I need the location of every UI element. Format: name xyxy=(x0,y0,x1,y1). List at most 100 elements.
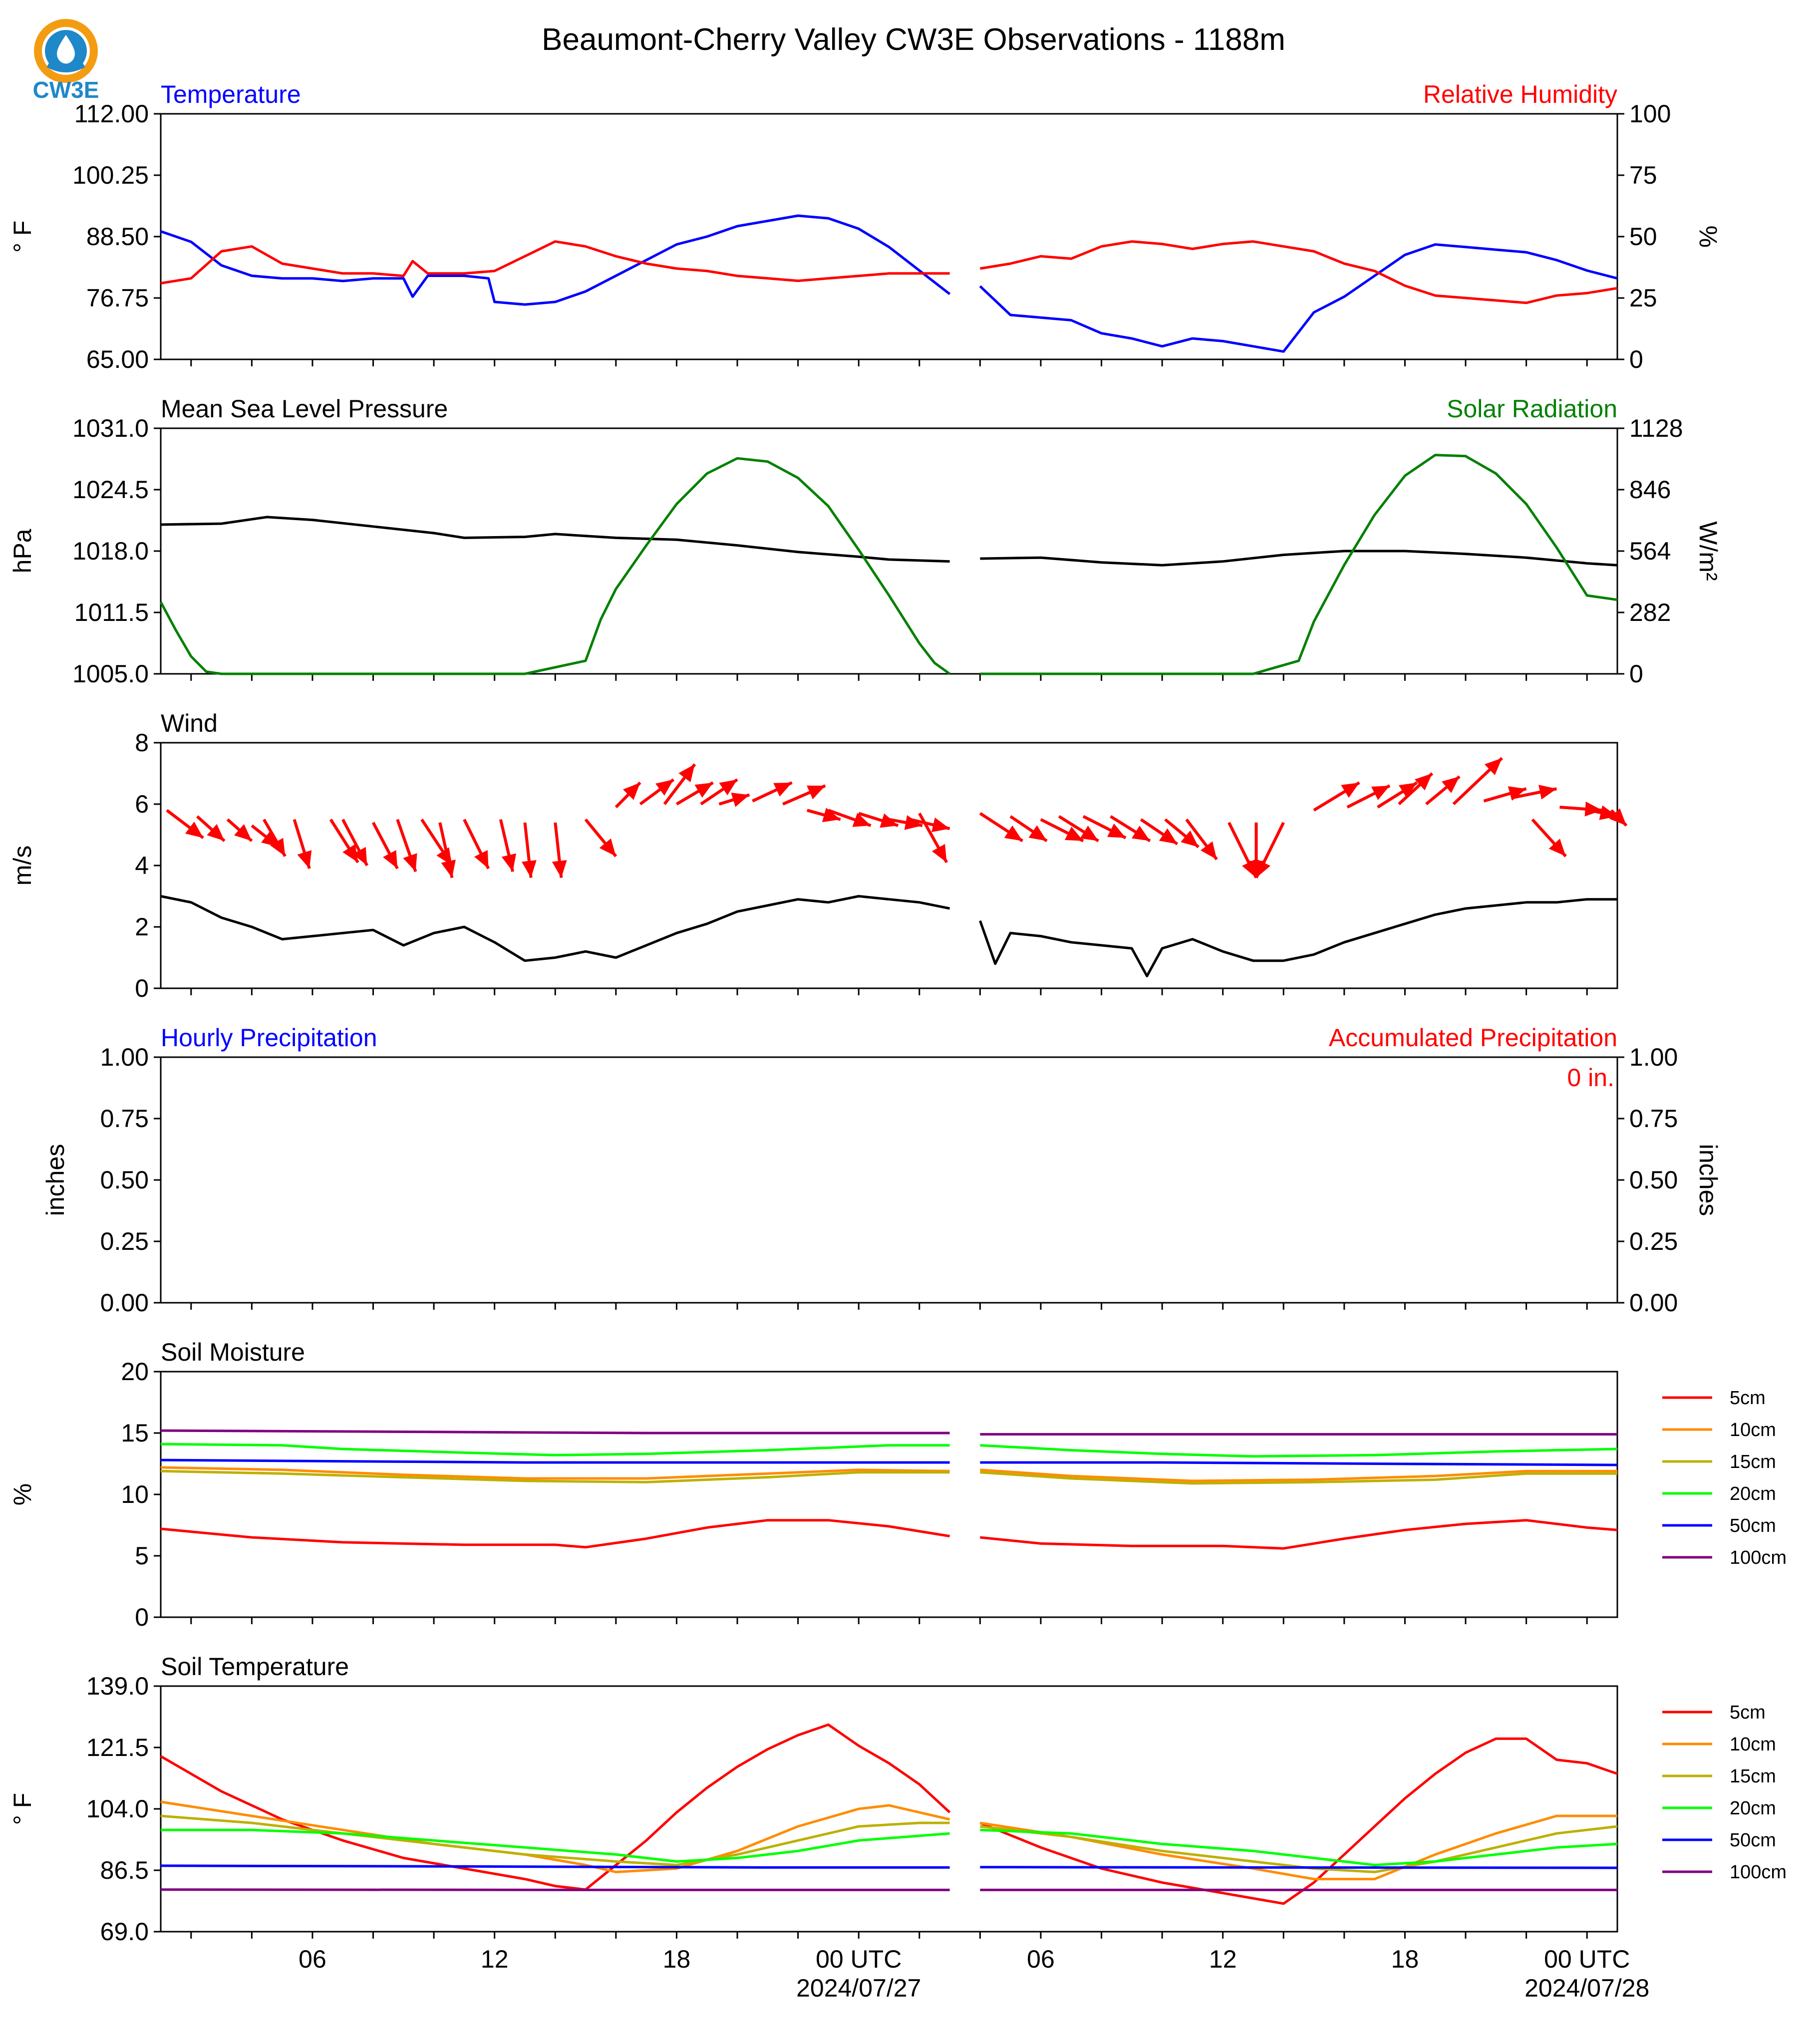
y-axis-label-right: % xyxy=(1694,226,1722,248)
wind-arrow-head xyxy=(185,822,204,838)
series-line xyxy=(160,1466,950,1480)
y-axis-label: ° F xyxy=(8,221,36,253)
series-100cm xyxy=(160,1429,1617,1436)
wind-arrow-head xyxy=(474,850,489,869)
y-tick-label: 0.50 xyxy=(100,1166,149,1194)
wind-arrow-head xyxy=(1107,823,1126,838)
series-line xyxy=(979,240,1618,304)
wind-arrow-head xyxy=(1256,859,1271,878)
precip-total-annotation: 0 in. xyxy=(1567,1064,1614,1092)
y-tick-label: 86.5 xyxy=(100,1856,149,1884)
panel-title-left: Soil Temperature xyxy=(161,1653,349,1681)
y-tick-label: 104.0 xyxy=(86,1795,149,1823)
wind-arrow-head xyxy=(403,853,417,872)
wind-arrow-head xyxy=(599,838,616,857)
wind-arrow-head xyxy=(552,860,567,878)
legend-label: 10cm xyxy=(1730,1420,1776,1441)
wind-arrow-head xyxy=(352,847,367,866)
panel-title-right: Relative Humidity xyxy=(1423,80,1617,108)
wind-arrow-head xyxy=(852,813,871,827)
y-tick-label: 139.0 xyxy=(86,1672,149,1700)
y-tick-label: 1011.5 xyxy=(74,598,149,626)
wind-arrow-head xyxy=(501,853,517,872)
logo-text: CW3E xyxy=(33,77,99,103)
wind-arrow-head xyxy=(694,782,713,798)
wind-arrow-head xyxy=(270,838,286,857)
series-line xyxy=(980,454,1618,675)
legend-label: 5cm xyxy=(1730,1702,1766,1723)
wind-arrow-head xyxy=(234,824,252,841)
wind-arrow-head xyxy=(773,782,792,797)
wind-arrow-head xyxy=(1485,758,1502,776)
y-tick-label-right: 100 xyxy=(1629,100,1671,128)
wind-arrow-head xyxy=(297,850,312,869)
series-20cm xyxy=(160,1443,1618,1458)
series-line xyxy=(160,1814,950,1866)
y-tick-label-right: 282 xyxy=(1629,598,1671,626)
y-tick-label-right: 0 xyxy=(1629,660,1643,688)
series-line xyxy=(980,1461,1618,1466)
y-tick-label-right: 1128 xyxy=(1629,414,1683,442)
y-tick-label: 15 xyxy=(121,1419,149,1447)
panel-title-right: Solar Radiation xyxy=(1447,395,1617,423)
series-line xyxy=(159,457,951,675)
y-tick-label-right: 0.50 xyxy=(1629,1166,1678,1194)
wind-arrow-head xyxy=(731,793,750,807)
panel-pressure-solar: Mean Sea Level Pressure Solar Radiation 10… xyxy=(8,395,1722,688)
series-10cm xyxy=(160,1466,1617,1482)
series-line xyxy=(980,1866,1618,1869)
wind-arrow-head xyxy=(1181,830,1199,848)
series-line xyxy=(979,243,1618,353)
plot-frame xyxy=(160,1685,1618,1933)
series-line xyxy=(160,1469,950,1483)
y-axis-label-right: inches xyxy=(1694,1144,1722,1216)
series-50cm xyxy=(160,1458,1618,1466)
y-tick-label: 65.00 xyxy=(86,345,149,373)
legend-label: 10cm xyxy=(1730,1734,1776,1755)
y-tick-label-right: 75 xyxy=(1629,161,1657,189)
series-15cm xyxy=(160,1469,1617,1485)
wind-arrow-head xyxy=(1609,808,1627,826)
wind-arrow-head xyxy=(342,844,358,863)
y-tick-label: 8 xyxy=(135,729,149,757)
wind-arrow-head xyxy=(1398,782,1417,798)
legend-label: 100cm xyxy=(1730,1547,1787,1568)
cw3e-logo: CW3E xyxy=(33,19,99,103)
y-axis-label: hPa xyxy=(8,529,36,573)
panel-title-left: Temperature xyxy=(161,80,301,108)
series-5cm xyxy=(160,1723,1618,1905)
legend-label: 5cm xyxy=(1730,1388,1766,1409)
wind-arrow-head xyxy=(1080,826,1099,841)
series-line xyxy=(160,1864,950,1869)
y-axis-label-right: W/m² xyxy=(1694,521,1722,580)
wind-arrow-head xyxy=(1371,786,1390,800)
wind-arrow-head xyxy=(622,782,640,800)
x-tick-label: 18 xyxy=(663,1945,691,1973)
series-line xyxy=(161,1828,950,1863)
legend-label: 50cm xyxy=(1730,1515,1776,1536)
y-tick-label: 76.75 xyxy=(86,284,149,312)
series-line xyxy=(980,1814,1617,1881)
series-line xyxy=(160,1429,950,1435)
legend-label: 15cm xyxy=(1730,1451,1776,1472)
wind-arrow-head xyxy=(522,860,537,878)
y-tick-label-right: 846 xyxy=(1629,476,1671,504)
x-tick-label: 00 UTC xyxy=(1544,1945,1630,1973)
wind-arrow-head xyxy=(931,817,950,833)
y-tick-label: 69.0 xyxy=(100,1918,149,1946)
panel-temp-rh: Temperature Relative Humidity 65.00 76.75 88… xyxy=(8,80,1722,373)
y-axis-label: inches xyxy=(41,1144,69,1216)
y-tick-label: 1031.0 xyxy=(72,414,149,442)
series-line xyxy=(160,240,950,285)
panel-title-left: Soil Moisture xyxy=(161,1338,305,1366)
wind-arrow-head xyxy=(1548,839,1566,857)
series-solar-radiation xyxy=(159,454,1618,675)
wind-arrow-head xyxy=(1159,828,1178,844)
y-tick-label-right: 50 xyxy=(1629,223,1657,251)
wind-arrow-head xyxy=(1341,782,1360,798)
y-axis-label: m/s xyxy=(8,846,36,886)
x-tick-label: 18 xyxy=(1391,1945,1419,1973)
plot-frame xyxy=(160,113,1618,360)
figure-title: Beaumont-Cherry Valley CW3E Observations… xyxy=(542,22,1285,57)
